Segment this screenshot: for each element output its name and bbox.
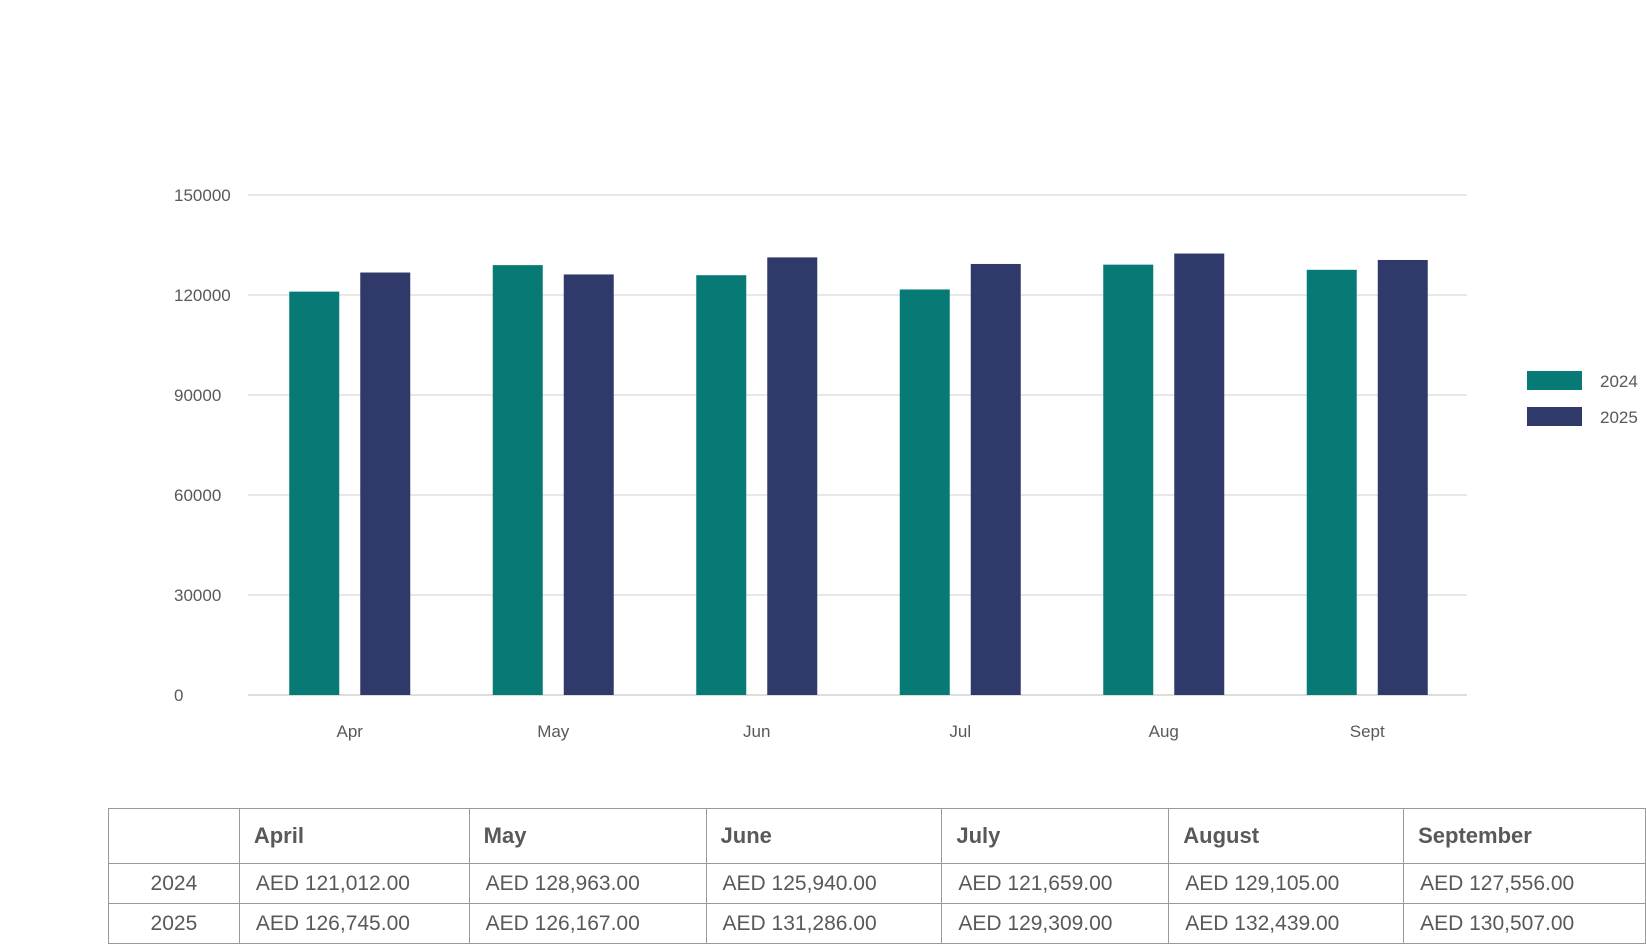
y-tick-label: 0 xyxy=(174,686,183,705)
table-header-june: June xyxy=(705,808,943,864)
y-tick-label: 60000 xyxy=(174,486,221,505)
table-row-label: 2024 xyxy=(108,863,240,904)
table-header-september: September xyxy=(1403,808,1646,864)
bar-2025-may xyxy=(563,274,614,695)
table-row-label: 2025 xyxy=(108,903,240,944)
bar-2024-jul xyxy=(899,289,950,695)
table-cell: AED 126,167.00 xyxy=(468,903,707,944)
bar-2024-aug xyxy=(1103,264,1154,695)
y-tick-label: 30000 xyxy=(174,586,221,605)
table-header-august: August xyxy=(1168,808,1405,864)
x-tick-label: Aug xyxy=(1149,722,1179,741)
data-table: April May June July August September 202… xyxy=(108,808,1646,944)
y-tick-label: 150000 xyxy=(174,186,231,205)
table-header-april: April xyxy=(238,808,470,864)
table-header-row: April May June July August September xyxy=(108,808,1646,864)
bar-2024-sept xyxy=(1306,269,1357,695)
table-cell: AED 129,309.00 xyxy=(941,903,1170,944)
x-tick-label: May xyxy=(537,722,570,741)
table-cell: AED 121,012.00 xyxy=(238,863,470,904)
table-cell: AED 125,940.00 xyxy=(705,863,943,904)
legend-swatch-2025 xyxy=(1527,407,1582,426)
table-header-may: May xyxy=(468,808,707,864)
x-tick-label: Apr xyxy=(337,722,364,741)
bar-2024-may xyxy=(492,265,543,695)
table-cell: AED 132,439.00 xyxy=(1168,903,1405,944)
bar-2025-apr xyxy=(360,272,411,695)
table-row: 2025 AED 126,745.00 AED 126,167.00 AED 1… xyxy=(108,903,1646,944)
x-tick-label: Jun xyxy=(743,722,770,741)
table-cell: AED 130,507.00 xyxy=(1403,903,1646,944)
table-cell: AED 129,105.00 xyxy=(1168,863,1405,904)
table-row: 2024 AED 121,012.00 AED 128,963.00 AED 1… xyxy=(108,863,1646,904)
bar-2025-jul xyxy=(970,263,1021,695)
bar-2025-sept xyxy=(1377,259,1428,695)
x-tick-label: Sept xyxy=(1350,722,1385,741)
table-header-july: July xyxy=(941,808,1170,864)
legend-swatch-2024 xyxy=(1527,371,1582,390)
table-cell: AED 127,556.00 xyxy=(1403,863,1646,904)
table-cell: AED 131,286.00 xyxy=(705,903,943,944)
table-corner-cell xyxy=(108,808,240,864)
bar-2024-jun xyxy=(696,275,747,695)
bar-2024-apr xyxy=(289,291,340,695)
table-cell: AED 128,963.00 xyxy=(468,863,707,904)
bar-chart: 0 30000 60000 90000 120000 150000 Apr May Jun Jul… xyxy=(174,186,1638,741)
y-tick-label: 90000 xyxy=(174,386,221,405)
bar-2025-aug xyxy=(1174,253,1225,695)
table-cell: AED 121,659.00 xyxy=(941,863,1170,904)
y-tick-label: 120000 xyxy=(174,286,231,305)
legend-label: 2024 xyxy=(1600,372,1638,391)
legend-label: 2025 xyxy=(1600,408,1638,427)
bar-2025-jun xyxy=(767,257,818,695)
x-tick-label: Jul xyxy=(949,722,971,741)
table-cell: AED 126,745.00 xyxy=(238,903,470,944)
